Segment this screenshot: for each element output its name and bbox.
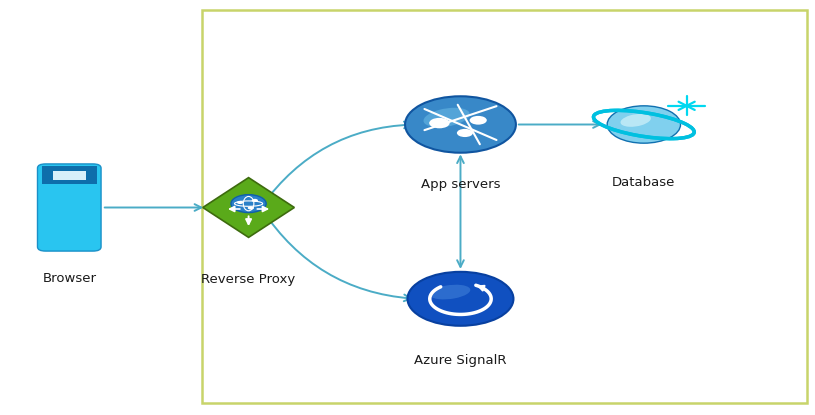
FancyBboxPatch shape — [42, 166, 97, 184]
Text: Reverse Proxy: Reverse Proxy — [201, 273, 296, 286]
Circle shape — [248, 206, 254, 210]
Circle shape — [607, 106, 681, 143]
Circle shape — [430, 118, 450, 128]
Circle shape — [469, 116, 487, 124]
Circle shape — [405, 96, 516, 153]
FancyBboxPatch shape — [53, 171, 86, 180]
FancyBboxPatch shape — [37, 164, 101, 251]
Text: Database: Database — [612, 176, 676, 189]
Circle shape — [457, 129, 473, 137]
Circle shape — [252, 199, 258, 202]
Polygon shape — [203, 178, 294, 237]
Ellipse shape — [430, 285, 470, 299]
Circle shape — [408, 272, 513, 326]
Circle shape — [237, 201, 243, 204]
Ellipse shape — [620, 114, 651, 127]
FancyBboxPatch shape — [202, 10, 807, 403]
Text: Browser: Browser — [42, 272, 96, 285]
Ellipse shape — [424, 108, 469, 127]
Text: Azure SignalR: Azure SignalR — [414, 354, 507, 366]
Circle shape — [231, 195, 267, 212]
Text: App servers: App servers — [421, 178, 500, 191]
